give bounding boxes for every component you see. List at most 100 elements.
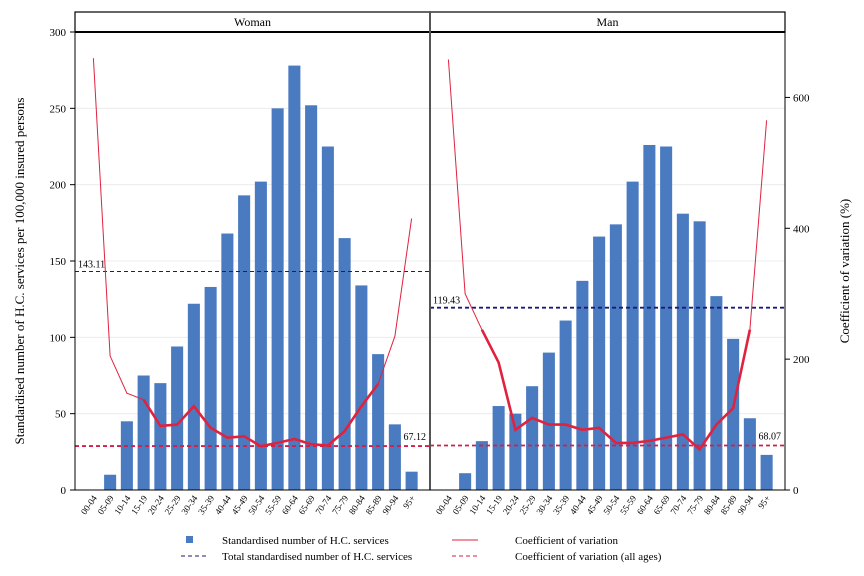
x-tick-label: 55-59 xyxy=(263,493,284,516)
x-tick-label: 25-29 xyxy=(518,493,539,516)
x-tick-label: 10-14 xyxy=(467,493,488,516)
y2-tick-label: 200 xyxy=(793,354,810,366)
bar xyxy=(372,354,385,490)
y-tick-label: 250 xyxy=(50,103,67,115)
x-tick-label: 25-29 xyxy=(163,493,184,516)
bar xyxy=(459,473,472,490)
x-tick-label: 65-69 xyxy=(652,493,673,516)
x-tick-label: 65-69 xyxy=(297,493,318,516)
x-tick-label: 30-34 xyxy=(534,493,555,516)
x-tick-label: 95+ xyxy=(401,493,417,510)
legend-cv-all-label: Coefficient of variation (all ages) xyxy=(515,551,662,563)
bar xyxy=(576,280,589,490)
bar xyxy=(271,108,284,490)
x-tick-label: 15-19 xyxy=(129,493,150,516)
bar xyxy=(321,146,334,490)
bar xyxy=(137,375,150,490)
panel-title-woman: Woman xyxy=(234,15,271,29)
x-tick-label: 70-74 xyxy=(313,493,334,516)
bar xyxy=(593,236,606,490)
legend-total-label: Total standardised number of H.C. servic… xyxy=(222,551,412,563)
legend-bars-label: Standardised number of H.C. services xyxy=(222,535,389,547)
bar xyxy=(204,286,217,490)
bar xyxy=(660,146,673,490)
bar xyxy=(154,383,167,490)
x-tick-label: 00-04 xyxy=(434,493,455,516)
bar xyxy=(171,346,184,490)
bar xyxy=(305,105,318,490)
bar xyxy=(509,413,522,490)
x-tick-label: 85-89 xyxy=(719,493,740,516)
lines-layer xyxy=(75,58,785,452)
x-tick-label: 75-79 xyxy=(685,493,706,516)
y-axis-title: Standardised number of H.C. services per… xyxy=(12,98,27,445)
x-tick-label: 80-84 xyxy=(347,493,368,516)
y2-tick-label: 600 xyxy=(793,92,810,104)
x-tick-label: 50-54 xyxy=(601,493,622,516)
bar xyxy=(743,418,756,490)
x-tick-label: 60-64 xyxy=(635,493,656,516)
x-tick-label: 90-94 xyxy=(380,493,401,516)
bar xyxy=(221,233,234,490)
x-tick-label: 35-39 xyxy=(551,493,572,516)
bar xyxy=(542,352,555,490)
x-tick-label: 15-19 xyxy=(484,493,505,516)
bar xyxy=(492,406,505,490)
bar xyxy=(338,238,351,490)
legend: Standardised number of H.C. services Coef… xyxy=(181,535,662,563)
cv-line-thick xyxy=(142,383,380,448)
panel-title-man: Man xyxy=(597,15,619,29)
bar xyxy=(187,303,200,490)
y-tick-label: 200 xyxy=(50,180,67,192)
bar xyxy=(710,296,723,490)
bar xyxy=(693,221,706,490)
bar xyxy=(288,65,301,490)
x-tick-label: 45-49 xyxy=(230,493,251,516)
panel-frames xyxy=(70,11,790,491)
cv-line-thick xyxy=(480,329,752,452)
x-tick-label: 55-59 xyxy=(618,493,639,516)
x-tick-label: 10-14 xyxy=(112,493,133,516)
x-tick-label: 90-94 xyxy=(735,493,756,516)
total-label: 119.43 xyxy=(433,296,460,307)
x-tick-label: 20-24 xyxy=(501,493,522,516)
x-tick-label: 00-04 xyxy=(79,493,100,516)
bar xyxy=(405,471,418,490)
bar xyxy=(626,181,639,490)
x-tick-label: 05-09 xyxy=(96,493,117,516)
bar xyxy=(727,338,740,490)
cv-all-label: 67.12 xyxy=(404,432,427,443)
bar xyxy=(760,454,773,490)
x-tick-label: 80-84 xyxy=(702,493,723,516)
y2-axis-title: Coefficient of variation (%) xyxy=(837,199,852,344)
bar xyxy=(388,424,401,490)
y-tick-label: 300 xyxy=(50,27,67,39)
bar xyxy=(526,386,539,490)
x-tick-label: 60-64 xyxy=(280,493,301,516)
y2-tick-label: 400 xyxy=(793,223,810,235)
bar xyxy=(104,474,117,490)
bar xyxy=(676,213,689,490)
bar xyxy=(120,421,133,490)
y-tick-label: 0 xyxy=(61,485,67,497)
bar xyxy=(355,285,368,490)
x-tick-label: 70-74 xyxy=(668,493,689,516)
x-tick-label: 05-09 xyxy=(451,493,472,516)
bars-layer xyxy=(104,65,773,491)
y-tick-label: 150 xyxy=(50,256,67,268)
bar xyxy=(643,144,656,490)
x-tick-label: 50-54 xyxy=(246,493,267,516)
bar xyxy=(238,195,251,490)
x-tick-label: 20-24 xyxy=(146,493,167,516)
bar xyxy=(559,320,572,490)
x-tick-label: 40-44 xyxy=(213,493,234,516)
total-label: 143.11 xyxy=(78,260,105,271)
x-tick-label: 45-49 xyxy=(585,493,606,516)
y-tick-label: 100 xyxy=(50,332,67,344)
x-tick-label: 30-34 xyxy=(179,493,200,516)
y2-tick-label: 0 xyxy=(793,485,799,497)
bar xyxy=(254,181,267,490)
x-tick-label: 95+ xyxy=(756,493,772,510)
legend-cv-label: Coefficient of variation xyxy=(515,535,619,547)
